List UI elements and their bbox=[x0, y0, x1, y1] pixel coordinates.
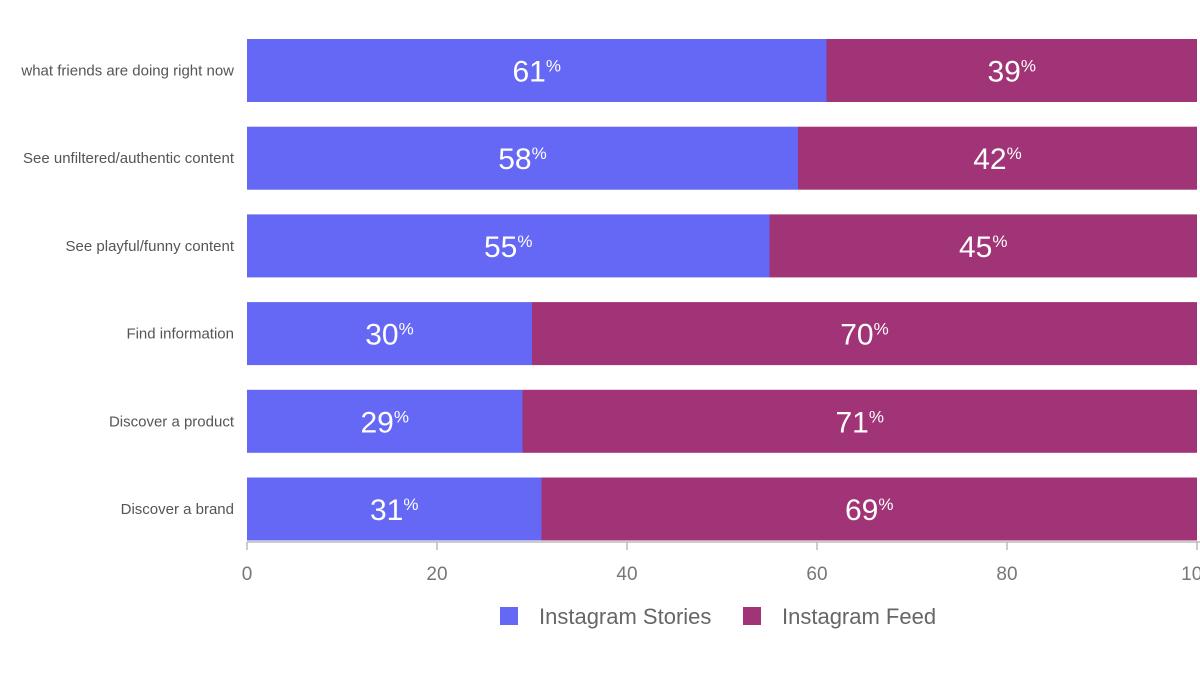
x-tick-label: 80 bbox=[996, 564, 1017, 585]
data-label: 30% bbox=[365, 319, 414, 352]
legend-swatch-stories bbox=[500, 607, 518, 625]
bar-segment-feed bbox=[798, 126, 1197, 190]
bar-segment-stories bbox=[247, 477, 542, 541]
data-label: 69% bbox=[845, 494, 894, 527]
x-tick-label: 0 bbox=[242, 564, 253, 585]
category-label: Discover a product bbox=[109, 413, 235, 430]
x-axis: 0 20 40 60 80 100 bbox=[242, 541, 1200, 585]
data-label: 29% bbox=[361, 406, 410, 439]
legend-swatch-feed bbox=[743, 607, 761, 625]
legend: Instagram Stories Instagram Feed bbox=[500, 604, 936, 629]
legend-label: Instagram Stories bbox=[539, 604, 711, 629]
bar-segment-feed bbox=[532, 302, 1197, 366]
x-tick-label: 100 bbox=[1181, 564, 1200, 585]
bar-segment-stories bbox=[247, 39, 827, 102]
x-tick-label: 40 bbox=[616, 564, 637, 585]
bar-segment-stories bbox=[247, 302, 532, 366]
bar-segment-feed bbox=[826, 39, 1197, 102]
data-label: 55% bbox=[484, 231, 533, 264]
data-label: 42% bbox=[973, 143, 1022, 176]
category-label: See playful/funny content bbox=[66, 238, 235, 255]
category-label: Discover a brand bbox=[121, 501, 234, 518]
category-label: Find information bbox=[126, 326, 234, 343]
data-label: 61% bbox=[513, 56, 562, 89]
bar-segment-stories bbox=[247, 126, 798, 190]
data-label: 58% bbox=[498, 143, 547, 176]
bar-segment-stories bbox=[247, 389, 523, 453]
bar-segment-feed bbox=[769, 214, 1197, 278]
bar-segment-feed bbox=[522, 389, 1197, 453]
legend-label: Instagram Feed bbox=[782, 604, 936, 629]
bars-layer bbox=[247, 39, 1197, 541]
data-label: 71% bbox=[836, 406, 885, 439]
x-tick-label: 20 bbox=[426, 564, 447, 585]
x-tick-label: 60 bbox=[806, 564, 827, 585]
data-label: 45% bbox=[959, 231, 1008, 264]
data-label: 39% bbox=[988, 56, 1037, 89]
category-label: See unfiltered/authentic content bbox=[23, 150, 235, 167]
labels-layer: what friends are doing right now 61% 39% Se… bbox=[20, 56, 1036, 528]
category-label: what friends are doing right now bbox=[20, 63, 234, 80]
bar-segment-feed bbox=[541, 477, 1197, 541]
bar-segment-stories bbox=[247, 214, 770, 278]
data-label: 70% bbox=[840, 319, 889, 352]
data-label: 31% bbox=[370, 494, 419, 527]
